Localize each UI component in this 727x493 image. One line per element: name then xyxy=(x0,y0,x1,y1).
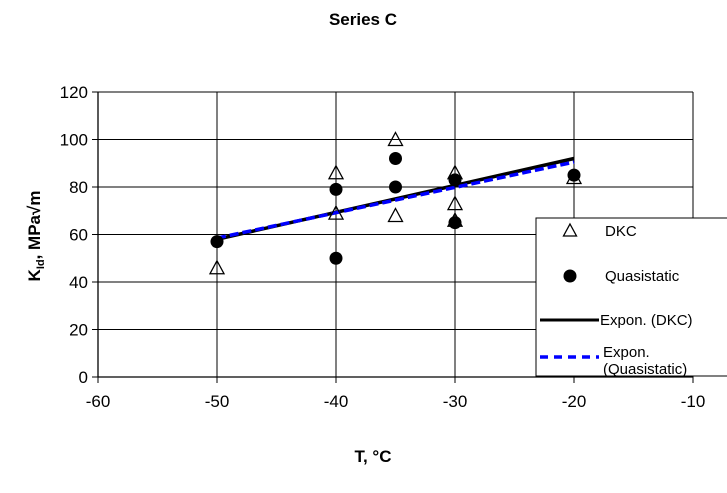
legend-marker-dkc xyxy=(562,222,578,237)
legend-label-expon-dkc: Expon. (DKC) xyxy=(600,312,693,329)
dkc-point-2 xyxy=(327,204,345,220)
x-tick-label-0: -60 xyxy=(86,392,111,411)
quasistatic-point-0 xyxy=(210,235,224,249)
y-tick-label-0: 0 xyxy=(79,368,88,387)
y-tick-label-3: 60 xyxy=(69,226,88,245)
legend: DKC Quasistatic Expon. (DKC) Expon. (Quas… xyxy=(535,217,727,378)
x-tick-label-1: -50 xyxy=(205,392,230,411)
trend-lines xyxy=(216,156,575,241)
y-axis-title-rest: , MPa√m xyxy=(25,191,44,260)
axes xyxy=(92,91,694,383)
legend-entry-expon-dkc: Expon. (DKC) xyxy=(540,312,693,329)
x-axis-title: T, °C xyxy=(354,447,391,466)
quasistatic-point-7 xyxy=(567,168,581,182)
quasistatic-point-6 xyxy=(448,216,462,230)
dkc-point-6 xyxy=(446,195,464,211)
chart-title: Series C xyxy=(329,10,397,29)
legend-entry-dkc: DKC xyxy=(562,222,637,240)
legend-label-expon-quasistatic-line1: Expon. xyxy=(603,344,650,361)
y-tick-label-4: 80 xyxy=(69,178,88,197)
dkc-point-0 xyxy=(208,259,226,275)
quasistatic-point-4 xyxy=(389,180,402,194)
legend-label-expon-quasistatic: Expon. (Quasistatic) xyxy=(603,344,687,378)
quasistatic-point-5 xyxy=(448,173,462,187)
quasistatic-point-2 xyxy=(329,251,343,265)
y-tick-label-5: 100 xyxy=(60,131,88,150)
y-tick-label-2: 40 xyxy=(69,273,88,292)
dkc-point-4 xyxy=(387,207,404,223)
x-tick-label-2: -40 xyxy=(324,392,349,411)
quasistatic-point-1 xyxy=(329,182,343,196)
legend-entry-quasistatic: Quasistatic xyxy=(563,268,680,285)
legend-entry-expon-quasistatic: Expon. (Quasistatic) xyxy=(540,344,687,378)
y-axis-title-main: K xyxy=(25,268,44,281)
dkc-point-1 xyxy=(327,164,345,180)
legend-label-dkc: DKC xyxy=(605,223,637,240)
y-axis-title-sub: Id xyxy=(35,259,47,269)
y-axis-title: KId, MPa√m xyxy=(25,191,47,282)
x-tick-label-3: -30 xyxy=(443,392,468,411)
legend-label-quasistatic: Quasistatic xyxy=(605,268,680,285)
y-tick-label-6: 120 xyxy=(60,83,88,102)
dkc-point-3 xyxy=(387,131,404,147)
tick-labels: 0 20 40 60 80 100 120 -60 -50 -40 -30 -20 -10 xyxy=(60,83,706,411)
x-tick-label-5: -10 xyxy=(681,392,706,411)
quasistatic-point-3 xyxy=(389,152,402,165)
trend-line-3 xyxy=(216,160,575,240)
legend-marker-quasistatic xyxy=(563,269,577,283)
data-markers xyxy=(208,131,583,275)
legend-box xyxy=(535,217,727,377)
legend-label-expon-quasistatic-line2: (Quasistatic) xyxy=(603,361,687,378)
x-tick-label-4: -20 xyxy=(562,392,587,411)
y-tick-label-1: 20 xyxy=(69,321,88,340)
